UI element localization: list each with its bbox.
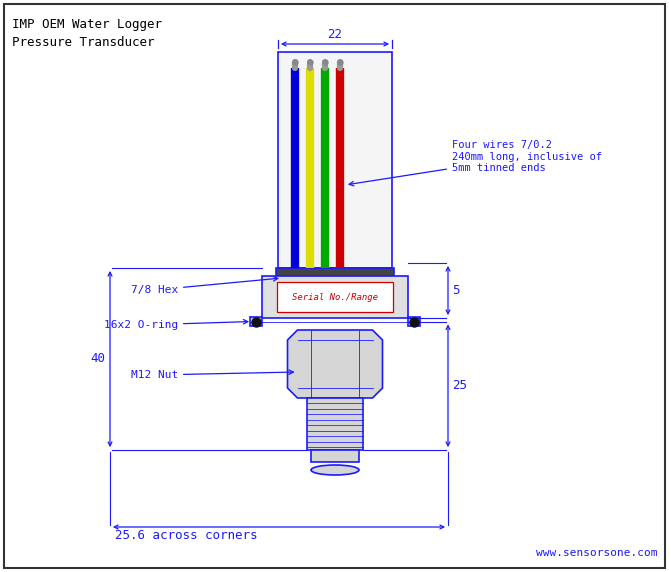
Text: 25.6 across corners: 25.6 across corners xyxy=(115,529,258,542)
Text: Four wires 7/0.2
240mm long, inclusive of
5mm tinned ends: Four wires 7/0.2 240mm long, inclusive o… xyxy=(349,140,602,186)
Text: 7/8 Hex: 7/8 Hex xyxy=(130,277,278,295)
Bar xyxy=(250,317,262,326)
Bar xyxy=(307,398,363,450)
Text: M12 Nut: M12 Nut xyxy=(130,370,293,380)
Bar xyxy=(276,268,394,276)
Text: IMP OEM Water Logger
Pressure Transducer: IMP OEM Water Logger Pressure Transducer xyxy=(12,18,162,49)
Text: 5: 5 xyxy=(452,284,460,297)
Bar xyxy=(277,282,393,312)
Text: 40: 40 xyxy=(90,352,105,366)
Ellipse shape xyxy=(311,465,359,475)
Text: 22: 22 xyxy=(328,28,343,41)
Bar xyxy=(278,52,392,268)
Text: www.sensorsone.com: www.sensorsone.com xyxy=(535,548,657,558)
Bar xyxy=(262,276,408,318)
Bar xyxy=(408,317,420,326)
Polygon shape xyxy=(288,330,383,398)
Bar xyxy=(311,450,359,462)
Text: Serial No./Range: Serial No./Range xyxy=(292,292,378,301)
Text: 25: 25 xyxy=(452,379,467,392)
Text: 16x2 O-ring: 16x2 O-ring xyxy=(104,320,248,330)
